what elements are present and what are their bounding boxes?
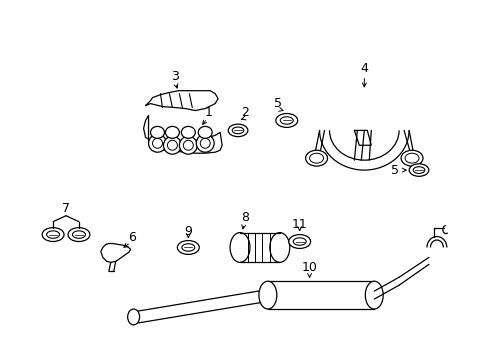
Text: 2: 2: [241, 106, 248, 119]
Polygon shape: [101, 243, 130, 262]
Ellipse shape: [408, 164, 428, 176]
Ellipse shape: [400, 150, 422, 166]
Polygon shape: [267, 281, 373, 309]
Ellipse shape: [127, 309, 139, 325]
Ellipse shape: [258, 281, 276, 309]
Text: 5: 5: [390, 163, 398, 176]
Ellipse shape: [269, 233, 289, 262]
Ellipse shape: [404, 153, 418, 163]
Ellipse shape: [163, 136, 181, 154]
Ellipse shape: [365, 281, 383, 309]
Ellipse shape: [293, 238, 305, 245]
Ellipse shape: [42, 228, 64, 242]
Ellipse shape: [179, 136, 197, 154]
Ellipse shape: [275, 113, 297, 127]
Ellipse shape: [288, 235, 310, 248]
Ellipse shape: [230, 233, 249, 262]
Ellipse shape: [152, 138, 162, 148]
Ellipse shape: [165, 126, 179, 138]
Ellipse shape: [167, 140, 177, 150]
Polygon shape: [354, 130, 370, 145]
Ellipse shape: [72, 231, 85, 238]
Text: 10: 10: [301, 261, 317, 274]
Ellipse shape: [198, 126, 212, 138]
Text: 11: 11: [291, 218, 307, 231]
Ellipse shape: [200, 138, 210, 148]
Text: 8: 8: [241, 211, 248, 224]
Ellipse shape: [228, 124, 247, 137]
Text: 5: 5: [273, 97, 281, 110]
Polygon shape: [145, 91, 218, 111]
Ellipse shape: [232, 127, 244, 134]
Ellipse shape: [196, 134, 214, 152]
Ellipse shape: [68, 228, 90, 242]
Ellipse shape: [181, 126, 195, 138]
Ellipse shape: [46, 231, 60, 238]
Ellipse shape: [183, 140, 193, 150]
Text: 7: 7: [62, 202, 70, 215]
Ellipse shape: [148, 134, 166, 152]
Polygon shape: [143, 116, 222, 153]
Text: 6: 6: [127, 231, 135, 244]
Text: 9: 9: [184, 225, 192, 238]
Text: 1: 1: [204, 106, 212, 119]
Ellipse shape: [177, 240, 199, 255]
Ellipse shape: [150, 126, 164, 138]
Ellipse shape: [182, 244, 194, 251]
Text: 4: 4: [360, 62, 367, 75]
Ellipse shape: [412, 167, 424, 174]
Text: 3: 3: [171, 70, 179, 83]
Ellipse shape: [309, 153, 323, 163]
Ellipse shape: [305, 150, 327, 166]
Ellipse shape: [280, 117, 293, 124]
Polygon shape: [240, 233, 279, 262]
